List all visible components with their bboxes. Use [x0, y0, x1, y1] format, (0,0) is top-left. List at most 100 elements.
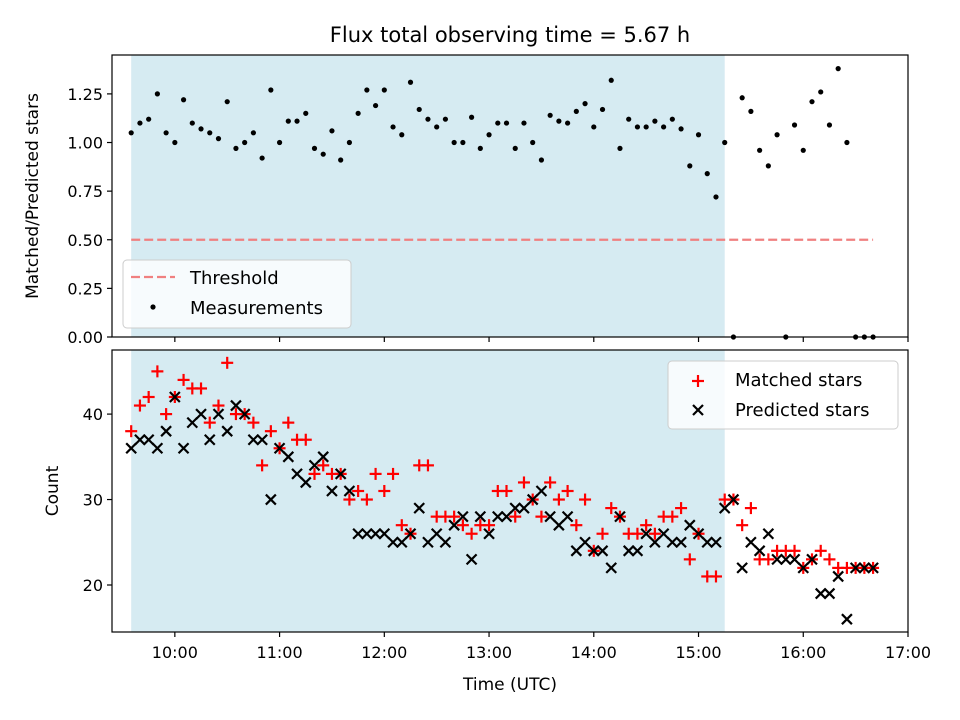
predicted-star-point [762, 527, 775, 540]
measurement-point [661, 124, 667, 130]
measurement-point [285, 118, 291, 124]
matched-star-point [736, 519, 749, 532]
predicted-star-point [710, 536, 722, 549]
legend-predicted-label: Predicted stars [735, 400, 869, 421]
x-tick-label: 13:00 [466, 643, 512, 662]
predicted-star-point [125, 442, 137, 455]
measurement-point [442, 116, 449, 122]
matched-star-point [378, 485, 391, 497]
matched-star-point [352, 485, 365, 497]
measurement-point [468, 114, 475, 120]
matched-star-point [343, 493, 356, 506]
matched-star-point [561, 485, 574, 497]
measurement-point [748, 108, 754, 114]
predicted-star-point [570, 545, 583, 557]
ratio-x-ticks [174, 337, 909, 342]
ratio-legend: Threshold Measurements [122, 259, 352, 329]
measurement-point [486, 132, 492, 138]
measurement-point [826, 122, 833, 128]
measurement-point [303, 110, 309, 116]
matched-star-point [264, 425, 277, 438]
matched-star-point [570, 519, 583, 532]
predicted-star-point [203, 433, 216, 446]
matched-star-point [395, 519, 408, 532]
measurement-point [608, 77, 614, 83]
predicted-star-point [814, 587, 827, 600]
matched-star-point [666, 510, 679, 523]
measurement-point [364, 87, 370, 93]
measurement-point [713, 194, 719, 200]
y-tick-label: 20 [83, 576, 103, 595]
legend-threshold-label: Threshold [189, 268, 279, 289]
predicted-star-point [334, 468, 347, 480]
predicted-star-point [221, 425, 233, 437]
y-tick-label: 30 [83, 491, 103, 510]
matched-star-point [299, 433, 312, 446]
predicted-star-point [718, 502, 731, 514]
measurement-point [416, 106, 422, 113]
matched-star-point [544, 476, 557, 489]
measurement-point [180, 97, 187, 103]
predicted-star-point [631, 545, 644, 557]
predicted-star-point [160, 425, 172, 437]
measurement-point [207, 130, 213, 136]
predicted-star-point [142, 433, 155, 446]
measurement-point [556, 118, 562, 124]
y-tick-label: 0.00 [67, 328, 103, 347]
measurement-point [800, 147, 806, 153]
y-tick-label: 40 [83, 405, 103, 424]
chart-title: Flux total observing time = 5.67 h [330, 23, 690, 47]
predicted-star-point [788, 553, 801, 566]
measurement-point [390, 124, 396, 130]
measurement-point [599, 106, 606, 113]
measurement-point [591, 124, 597, 130]
matched-star-point [195, 382, 208, 395]
x-tick-label: 17:00 [885, 643, 931, 662]
matched-star-point [509, 510, 522, 523]
y-tick-label: 1.25 [67, 85, 103, 104]
predicted-star-point [657, 527, 670, 540]
matched-star-point [605, 502, 618, 515]
measurement-point [617, 145, 623, 151]
predicted-star-point [291, 468, 303, 480]
predicted-star-point [849, 562, 862, 574]
count-panel: 20 30 40 10:00 11:00 12:00 13:00 14:00 15:00 16:… [43, 349, 931, 695]
predicted-star-point [771, 553, 783, 566]
measurement-point [704, 171, 710, 177]
matched-star-point [631, 527, 644, 540]
predicted-star-point [823, 587, 836, 600]
measurement-point [573, 108, 579, 114]
predicted-star-point [701, 536, 714, 549]
count-legend: Matched stars Predicted stars [667, 360, 899, 430]
matched-star-point [483, 519, 496, 532]
measurement-point [547, 112, 553, 118]
predicted-star-point [622, 545, 635, 557]
predicted-star-point [256, 433, 268, 446]
measurement-point [503, 120, 510, 126]
predicted-star-point [605, 562, 618, 574]
measurement-point [250, 130, 256, 136]
predicted-star-point [326, 485, 338, 497]
measurement-point [163, 130, 169, 136]
predicted-star-point [134, 433, 146, 446]
legend-matched-label: Matched stars [735, 370, 862, 391]
legend-predicted-swatch [692, 404, 704, 416]
predicted-star-point [317, 451, 329, 463]
x-tick-label: 10:00 [152, 643, 198, 662]
matched-star-point [465, 527, 478, 540]
matched-star-point [317, 459, 330, 472]
predicted-star-point [457, 510, 469, 523]
predicted-star-point [841, 613, 853, 625]
predicted-star-point [413, 502, 426, 514]
predicted-star-point [186, 416, 199, 429]
measurement-point [844, 139, 850, 146]
matched-star-point [212, 399, 225, 412]
matched-star-point [177, 373, 190, 386]
predicted-star-point [858, 562, 871, 574]
x-tick-label: 11:00 [257, 643, 303, 662]
predicted-star-point [430, 527, 443, 540]
measurement-point [530, 139, 536, 146]
measurement-point [154, 91, 160, 97]
matched-star-point [448, 510, 461, 523]
